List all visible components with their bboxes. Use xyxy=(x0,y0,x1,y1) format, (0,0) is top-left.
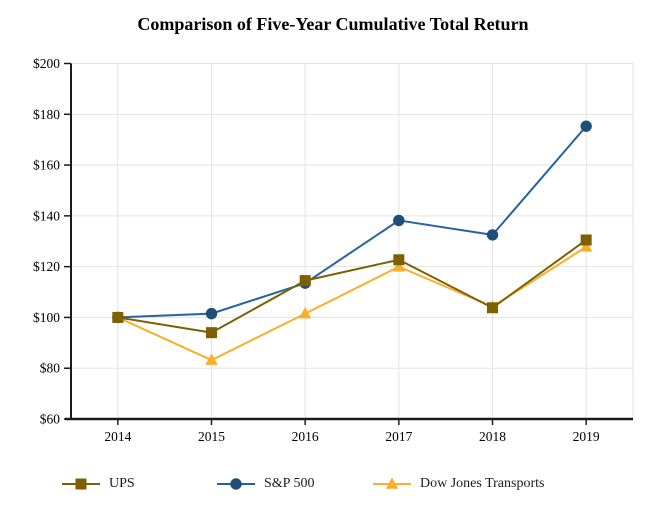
svg-text:$60: $60 xyxy=(40,412,61,427)
ups-square-marker-icon xyxy=(62,478,100,490)
svg-text:$80: $80 xyxy=(40,361,61,376)
svg-text:$160: $160 xyxy=(33,158,60,173)
legend-item-sp500: S&P 500 xyxy=(217,470,314,498)
legend-label-sp500: S&P 500 xyxy=(264,476,315,491)
svg-text:$200: $200 xyxy=(33,56,60,71)
legend-item-dow-jones-transports: Dow Jones Transports xyxy=(373,470,544,498)
chart-title: Comparison of Five-Year Cumulative Total… xyxy=(137,14,529,34)
svg-text:$180: $180 xyxy=(33,107,60,122)
svg-text:2015: 2015 xyxy=(198,429,225,444)
svg-text:2019: 2019 xyxy=(573,429,600,444)
legend-item-ups: UPS xyxy=(62,470,135,498)
svg-text:2016: 2016 xyxy=(292,429,319,444)
svg-text:2018: 2018 xyxy=(479,429,506,444)
svg-text:2014: 2014 xyxy=(104,429,131,444)
svg-text:$140: $140 xyxy=(33,208,60,223)
svg-text:$120: $120 xyxy=(33,259,60,274)
svg-text:$100: $100 xyxy=(33,310,60,325)
legend-label-dow-jones-transports: Dow Jones Transports xyxy=(420,476,545,491)
line-chart-plot: $200 $180 $160 $140 $120 $100 $80 $60 2014 2015 20… xyxy=(33,56,634,444)
chart-legend: UPS S&P 500 Dow Jones Transports xyxy=(0,470,666,498)
legend-label-ups: UPS xyxy=(109,476,135,491)
svg-text:2017: 2017 xyxy=(385,429,412,444)
sp500-circle-marker-icon xyxy=(217,478,255,490)
dow-jones-transports-triangle-marker-icon xyxy=(373,477,411,489)
